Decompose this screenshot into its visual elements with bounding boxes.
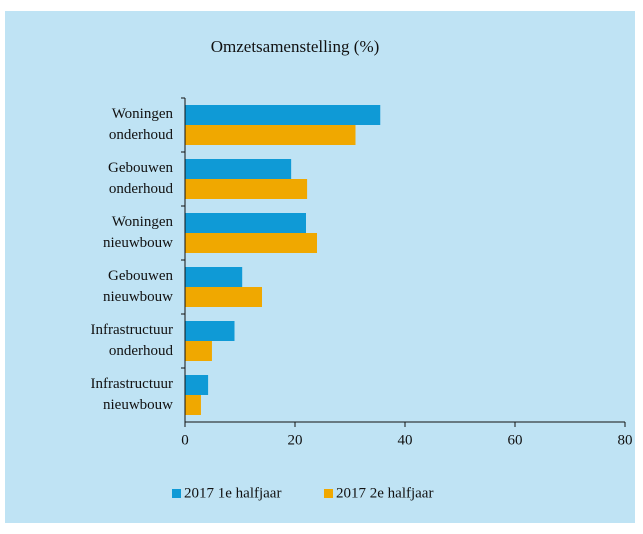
bar [185, 159, 292, 179]
bar [185, 105, 381, 125]
bar [185, 375, 209, 395]
y-tick-label: Woningen onderhoud [108, 106, 173, 143]
legend-label: 2017 2e halfjaar [336, 485, 433, 501]
bar [185, 341, 212, 361]
y-tick-label: Infrastructuur onderhoud [90, 322, 173, 359]
bar [185, 213, 306, 233]
bar [185, 179, 308, 199]
bar [185, 287, 262, 307]
bar [185, 395, 201, 415]
chart-title: Omzetsamenstelling (%) [211, 37, 380, 56]
x-tick-label: 60 [508, 432, 523, 448]
y-tick-label: Gebouwen onderhoud [108, 160, 173, 197]
y-tick-label: Woningen nieuwbouw [103, 214, 173, 251]
x-tick-label: 0 [181, 432, 189, 448]
bar [185, 125, 356, 145]
y-tick-label: Infrastructuur nieuwbouw [90, 376, 173, 413]
y-tick-label: Gebouwen nieuwbouw [103, 268, 173, 305]
bar [185, 233, 317, 253]
bar [185, 267, 243, 287]
background [5, 11, 635, 523]
legend-label: 2017 1e halfjaar [184, 485, 281, 501]
x-tick-label: 40 [398, 432, 413, 448]
bar [185, 321, 235, 341]
x-tick-label: 80 [618, 432, 633, 448]
x-tick-label: 20 [288, 432, 303, 448]
legend-swatch [324, 489, 333, 498]
legend-swatch [172, 489, 181, 498]
